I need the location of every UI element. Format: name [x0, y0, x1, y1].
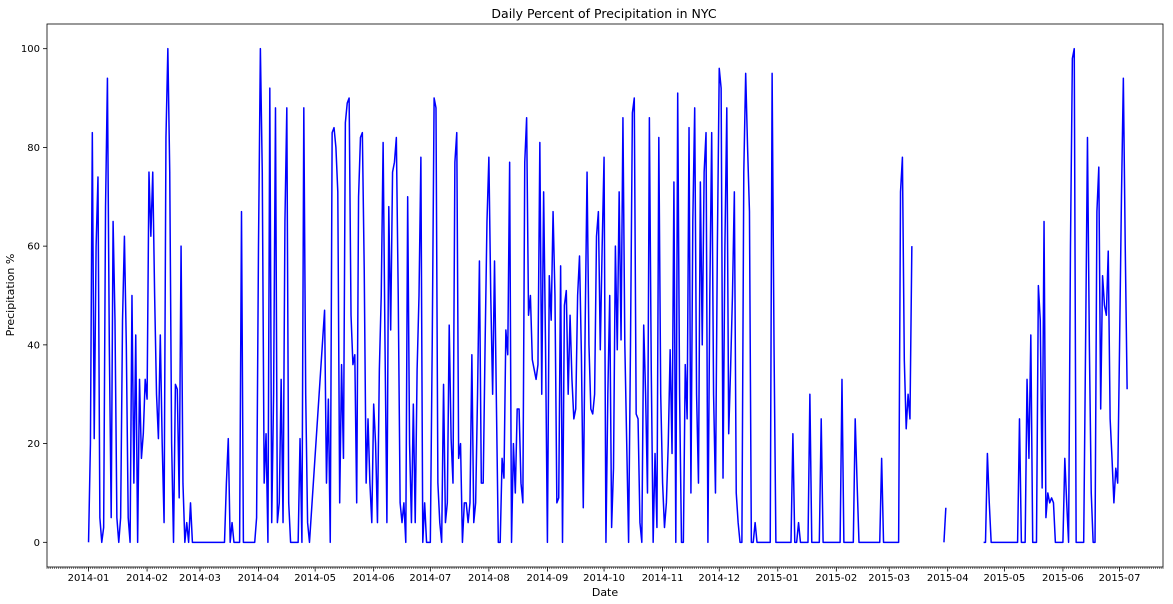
x-tick-label: 2014-06 [353, 573, 395, 584]
x-tick-label: 2015-06 [1042, 573, 1084, 584]
x-tick-label: 2014-08 [468, 573, 510, 584]
x-tick-label: 2014-04 [238, 573, 280, 584]
y-tick-label: 40 [27, 340, 40, 351]
y-axis: 0 20 40 60 80 100 [21, 44, 47, 549]
series-line [943, 507, 947, 543]
series-line [983, 47, 1128, 544]
chart-title: Daily Percent of Precipitation in NYC [491, 6, 716, 21]
x-tick-label: 2014-09 [527, 573, 569, 584]
y-tick-label: 80 [27, 143, 40, 154]
x-tick-label: 2014-01 [68, 573, 110, 584]
x-tick-label: 2015-05 [983, 573, 1025, 584]
x-tick-label: 2014-02 [126, 573, 168, 584]
x-tick-label: 2014-12 [698, 573, 740, 584]
x-tick-label: 2015-04 [927, 573, 969, 584]
y-tick-label: 20 [27, 439, 40, 450]
y-tick-label: 100 [21, 44, 40, 55]
x-tick-label: 2015-02 [815, 573, 857, 584]
x-minor-ticks [46, 567, 1164, 569]
y-axis-label: Precipitation % [4, 254, 17, 337]
x-tick-label: 2015-01 [757, 573, 799, 584]
plot-frame [46, 23, 1164, 568]
x-tick-label: 2014-07 [409, 573, 451, 584]
x-tick-label: 2015-03 [868, 573, 910, 584]
x-tick-label: 2015-07 [1099, 573, 1141, 584]
y-tick-label: 0 [34, 538, 40, 549]
x-axis: 2014-01 2014-02 2014-03 2014-04 2014-05 2014-… [46, 567, 1164, 584]
x-tick-label: 2014-11 [642, 573, 684, 584]
x-tick-label: 2014-03 [179, 573, 221, 584]
series-layer [87, 47, 1128, 544]
x-tick-label: 2014-05 [294, 573, 336, 584]
x-axis-label: Date [592, 586, 619, 599]
y-tick-label: 60 [27, 242, 40, 253]
x-tick-label: 2014-10 [583, 573, 625, 584]
series-line [87, 47, 913, 544]
